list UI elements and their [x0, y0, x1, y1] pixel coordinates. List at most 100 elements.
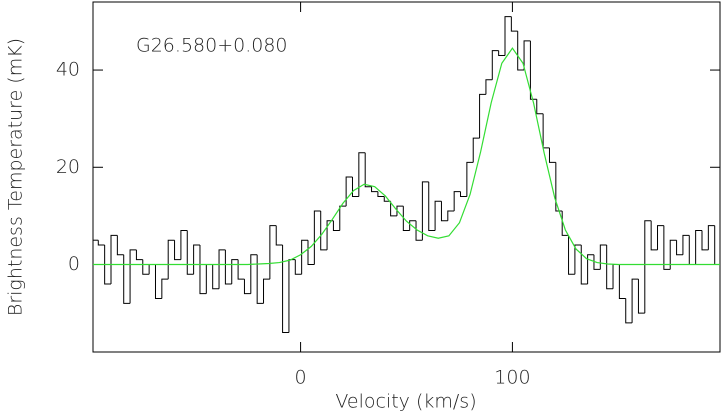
spectrum-channel	[491, 50, 499, 80]
spectrum-channel	[180, 229, 188, 260]
spectrum-channel	[663, 225, 671, 270]
spectrum-channel	[282, 245, 289, 334]
spectrum-channel	[161, 278, 169, 299]
spectrum-channel	[142, 259, 150, 275]
spectrum-channel	[440, 201, 448, 222]
spectrum-channel	[669, 239, 677, 270]
spectrum-channel	[421, 181, 429, 241]
spectrum-channel	[358, 152, 366, 197]
spectrum-channel	[237, 259, 245, 280]
spectrum-channel	[396, 205, 404, 216]
x-tick-label: 100	[494, 367, 530, 389]
y-tick-label: 40	[56, 59, 80, 81]
spectrum-channel	[383, 196, 391, 202]
spectrum-channel	[288, 259, 296, 333]
spectrum-channel	[568, 235, 575, 275]
spectrum-channel	[263, 278, 270, 304]
spectrum-channel	[390, 201, 397, 217]
plot-frame	[92, 1, 721, 353]
spectrum-channel	[479, 93, 486, 139]
spectrum-channel	[116, 235, 124, 256]
spectrum-channel	[371, 186, 378, 193]
spectrum-channel	[320, 211, 328, 251]
spectrum-channel	[224, 249, 232, 285]
spectrum-channel	[612, 264, 620, 289]
spectrum-channel	[695, 229, 702, 265]
spectrum-channel	[631, 278, 639, 323]
spectrum-channel	[364, 152, 372, 188]
spectrum-channel	[377, 191, 385, 197]
spectrum-channel	[313, 210, 321, 265]
spectrum-channel	[199, 245, 207, 295]
spectrum-channel	[523, 40, 531, 71]
spectrum-channel	[606, 245, 614, 290]
spectrum-channel	[701, 230, 709, 251]
y-axis-label: Brightness Temperature (mK)	[5, 38, 27, 316]
spectrum-channel	[574, 244, 582, 275]
spectrum-channel	[339, 205, 347, 231]
spectrum-channel	[129, 249, 137, 304]
x-axis-label: Velocity (km/s)	[335, 391, 476, 413]
spectrum-channel	[148, 264, 156, 275]
spectrum-channel	[154, 264, 162, 300]
spectrum-channel	[618, 264, 626, 300]
spectrum-channel	[269, 225, 277, 280]
spectrum-channel	[275, 225, 283, 246]
x-tick-label: 0	[295, 367, 307, 389]
spectrum-channel	[650, 220, 658, 251]
spectrum-channel	[218, 249, 226, 289]
annotation: G26.580+0.080	[136, 35, 288, 57]
spectrum-channel	[637, 279, 645, 314]
spectrum-channel	[466, 161, 474, 197]
spectrum-channel	[186, 230, 194, 275]
spectrum-channel	[123, 254, 131, 304]
spectrum-channel	[504, 16, 512, 56]
spectrum-channel	[402, 206, 410, 231]
spectrum-channel	[498, 50, 505, 56]
spectrum-channel	[104, 245, 112, 285]
spectrum-channel	[212, 264, 220, 290]
spectrum-channel	[243, 279, 251, 295]
spectrum-channel	[332, 220, 340, 231]
spectrum-channel	[447, 210, 455, 221]
plot-area	[93, 16, 720, 334]
spectrum-channel	[434, 200, 442, 231]
spectrum-channel	[529, 40, 537, 100]
spectrum-channel	[351, 177, 359, 197]
spectrum-channel	[97, 240, 105, 246]
spectrum-channel	[599, 244, 607, 270]
spectrum-channel	[472, 137, 480, 163]
spectrum-channel	[167, 239, 175, 280]
spectrum-channel	[542, 113, 550, 149]
spectrum-channel	[345, 176, 353, 207]
spectrum-channel	[555, 162, 563, 212]
spectrum-channel	[510, 16, 518, 32]
spectrum-channel	[587, 254, 594, 284]
spectrum-channel	[688, 235, 696, 265]
spectrum-channel	[460, 191, 467, 197]
spectrum-channel	[110, 234, 118, 284]
spectrum-channel	[205, 264, 213, 294]
spectrum-channel	[593, 254, 601, 270]
spectrum-channel	[625, 298, 633, 324]
spectrum-channel	[193, 244, 200, 275]
spectrum-channel	[676, 240, 683, 256]
spectrum-channel	[256, 254, 264, 304]
spectrum-channel	[644, 220, 652, 314]
spectrum-channel	[135, 249, 143, 261]
spectrum-channel	[548, 147, 556, 163]
spectrum-channel	[231, 259, 239, 284]
spectrum-channel	[301, 239, 309, 275]
y-tick-label: 0	[68, 253, 80, 275]
spectrum-channel	[657, 225, 664, 250]
spectrum-channel	[536, 99, 544, 115]
spectrum-channel	[453, 191, 461, 212]
spectrum-channel	[409, 220, 417, 231]
spectrum-channel	[294, 259, 302, 275]
spectrum-channel	[580, 245, 588, 285]
spectrum-channel	[428, 181, 436, 231]
spectrum-channel	[517, 31, 525, 71]
y-tick-label: 20	[56, 156, 80, 178]
spectrum-channel	[707, 225, 715, 250]
